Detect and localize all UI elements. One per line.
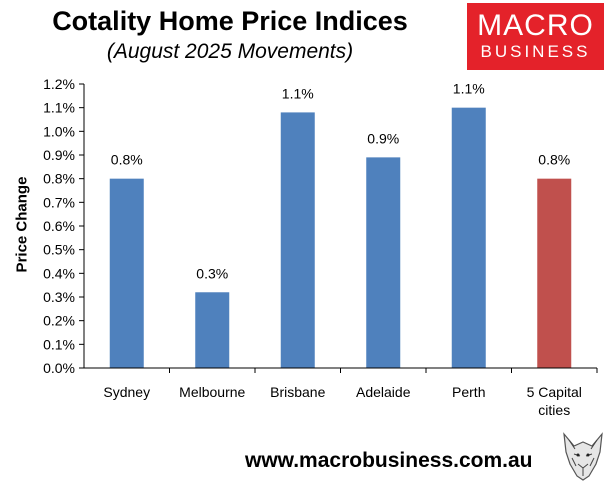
chart-subtitle: (August 2025 Movements) [106,40,354,63]
y-tick-label: 0.3% [43,289,75,305]
wolf-logo-icon [563,432,603,481]
bar [537,178,572,368]
y-tick-label: 0.5% [43,242,75,258]
data-label: 1.1% [282,85,314,101]
x-category-label: Adelaide [356,384,411,400]
x-category-label: Melbourne [179,384,245,400]
y-tick-label: 0.8% [43,171,75,187]
data-label: 0.9% [367,130,399,146]
y-axis-ticks: 0.0% 0.1% 0.2% 0.3% 0.4% 0.5% 0.6% 0.7% 0.8% 0.9%… [43,76,84,376]
logo-line-1: MACRO [477,9,594,42]
bars [109,107,572,369]
x-category-label: cities [538,402,570,418]
bar [451,107,486,369]
bar [280,112,315,369]
y-tick-label: 1.2% [43,76,75,92]
y-tick-label: 0.0% [43,360,75,376]
x-axis-categories: Sydney Melbourne Brisbane Adelaide Perth 5 Ca… [103,368,598,418]
data-label: 0.8% [538,152,570,168]
website-url: www.macrobusiness.com.au [245,449,533,472]
x-category-label: Sydney [103,384,150,400]
bar [366,157,401,368]
data-label: 0.8% [111,152,143,168]
y-tick-label: 1.1% [43,100,75,116]
y-axis-label: Price Change [13,176,31,273]
x-category-label: Perth [452,384,485,400]
y-tick-label: 0.7% [43,194,75,210]
y-tick-label: 0.9% [43,147,75,163]
data-label: 0.3% [196,265,228,281]
macrobusiness-logo: MACRO BUSINESS [467,3,604,70]
y-tick-label: 0.4% [43,265,75,281]
bar [195,292,230,368]
bar [109,178,144,368]
y-tick-label: 0.2% [43,313,75,329]
y-tick-label: 0.1% [43,336,75,352]
y-tick-label: 1.0% [43,123,75,139]
logo-line-2: BUSINESS [480,42,591,61]
chart-title: Cotality Home Price Indices [52,6,408,36]
data-labels: 0.8% 0.3% 1.1% 0.9% 1.1% 0.8% [111,81,570,282]
x-category-label: Brisbane [270,384,325,400]
data-label: 1.1% [453,81,485,97]
x-category-label: 5 Capital [527,384,582,400]
y-tick-label: 0.6% [43,218,75,234]
